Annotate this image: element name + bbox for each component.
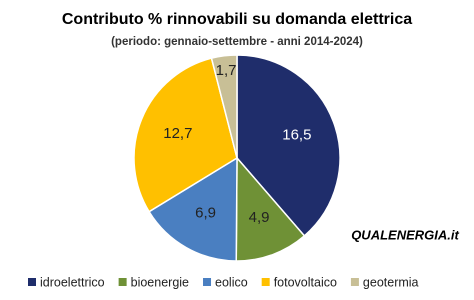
pie-slice (133, 57, 238, 213)
data-label: 12,7 (163, 125, 192, 142)
legend-label: bioenergie (131, 275, 189, 289)
data-label: 6,9 (195, 205, 216, 222)
legend-label: eolico (215, 275, 248, 289)
pie-slice (210, 54, 238, 159)
legend-swatch (350, 278, 359, 286)
pie-slice (235, 156, 306, 262)
legend-label: idroelettrico (40, 275, 105, 289)
legend-label: fotovoltaico (274, 275, 337, 289)
legend-swatch (203, 278, 212, 286)
legend-swatch (261, 278, 270, 286)
data-label: 1,7 (216, 62, 237, 79)
data-label: 4,9 (249, 209, 270, 226)
chart-subtitle: (periodo: gennaio-settembre - anni 2014-… (111, 36, 363, 48)
pie-slice (236, 54, 341, 237)
legend-swatch (118, 278, 127, 286)
logo: QUALENERGIA.it (351, 227, 459, 242)
legend-swatch (28, 278, 36, 286)
legend-label: geotermia (363, 275, 419, 289)
chart-title: Contributo % rinnovabili su domanda elet… (62, 11, 412, 28)
data-label: 16,5 (282, 127, 311, 144)
pie-slice (148, 156, 238, 262)
